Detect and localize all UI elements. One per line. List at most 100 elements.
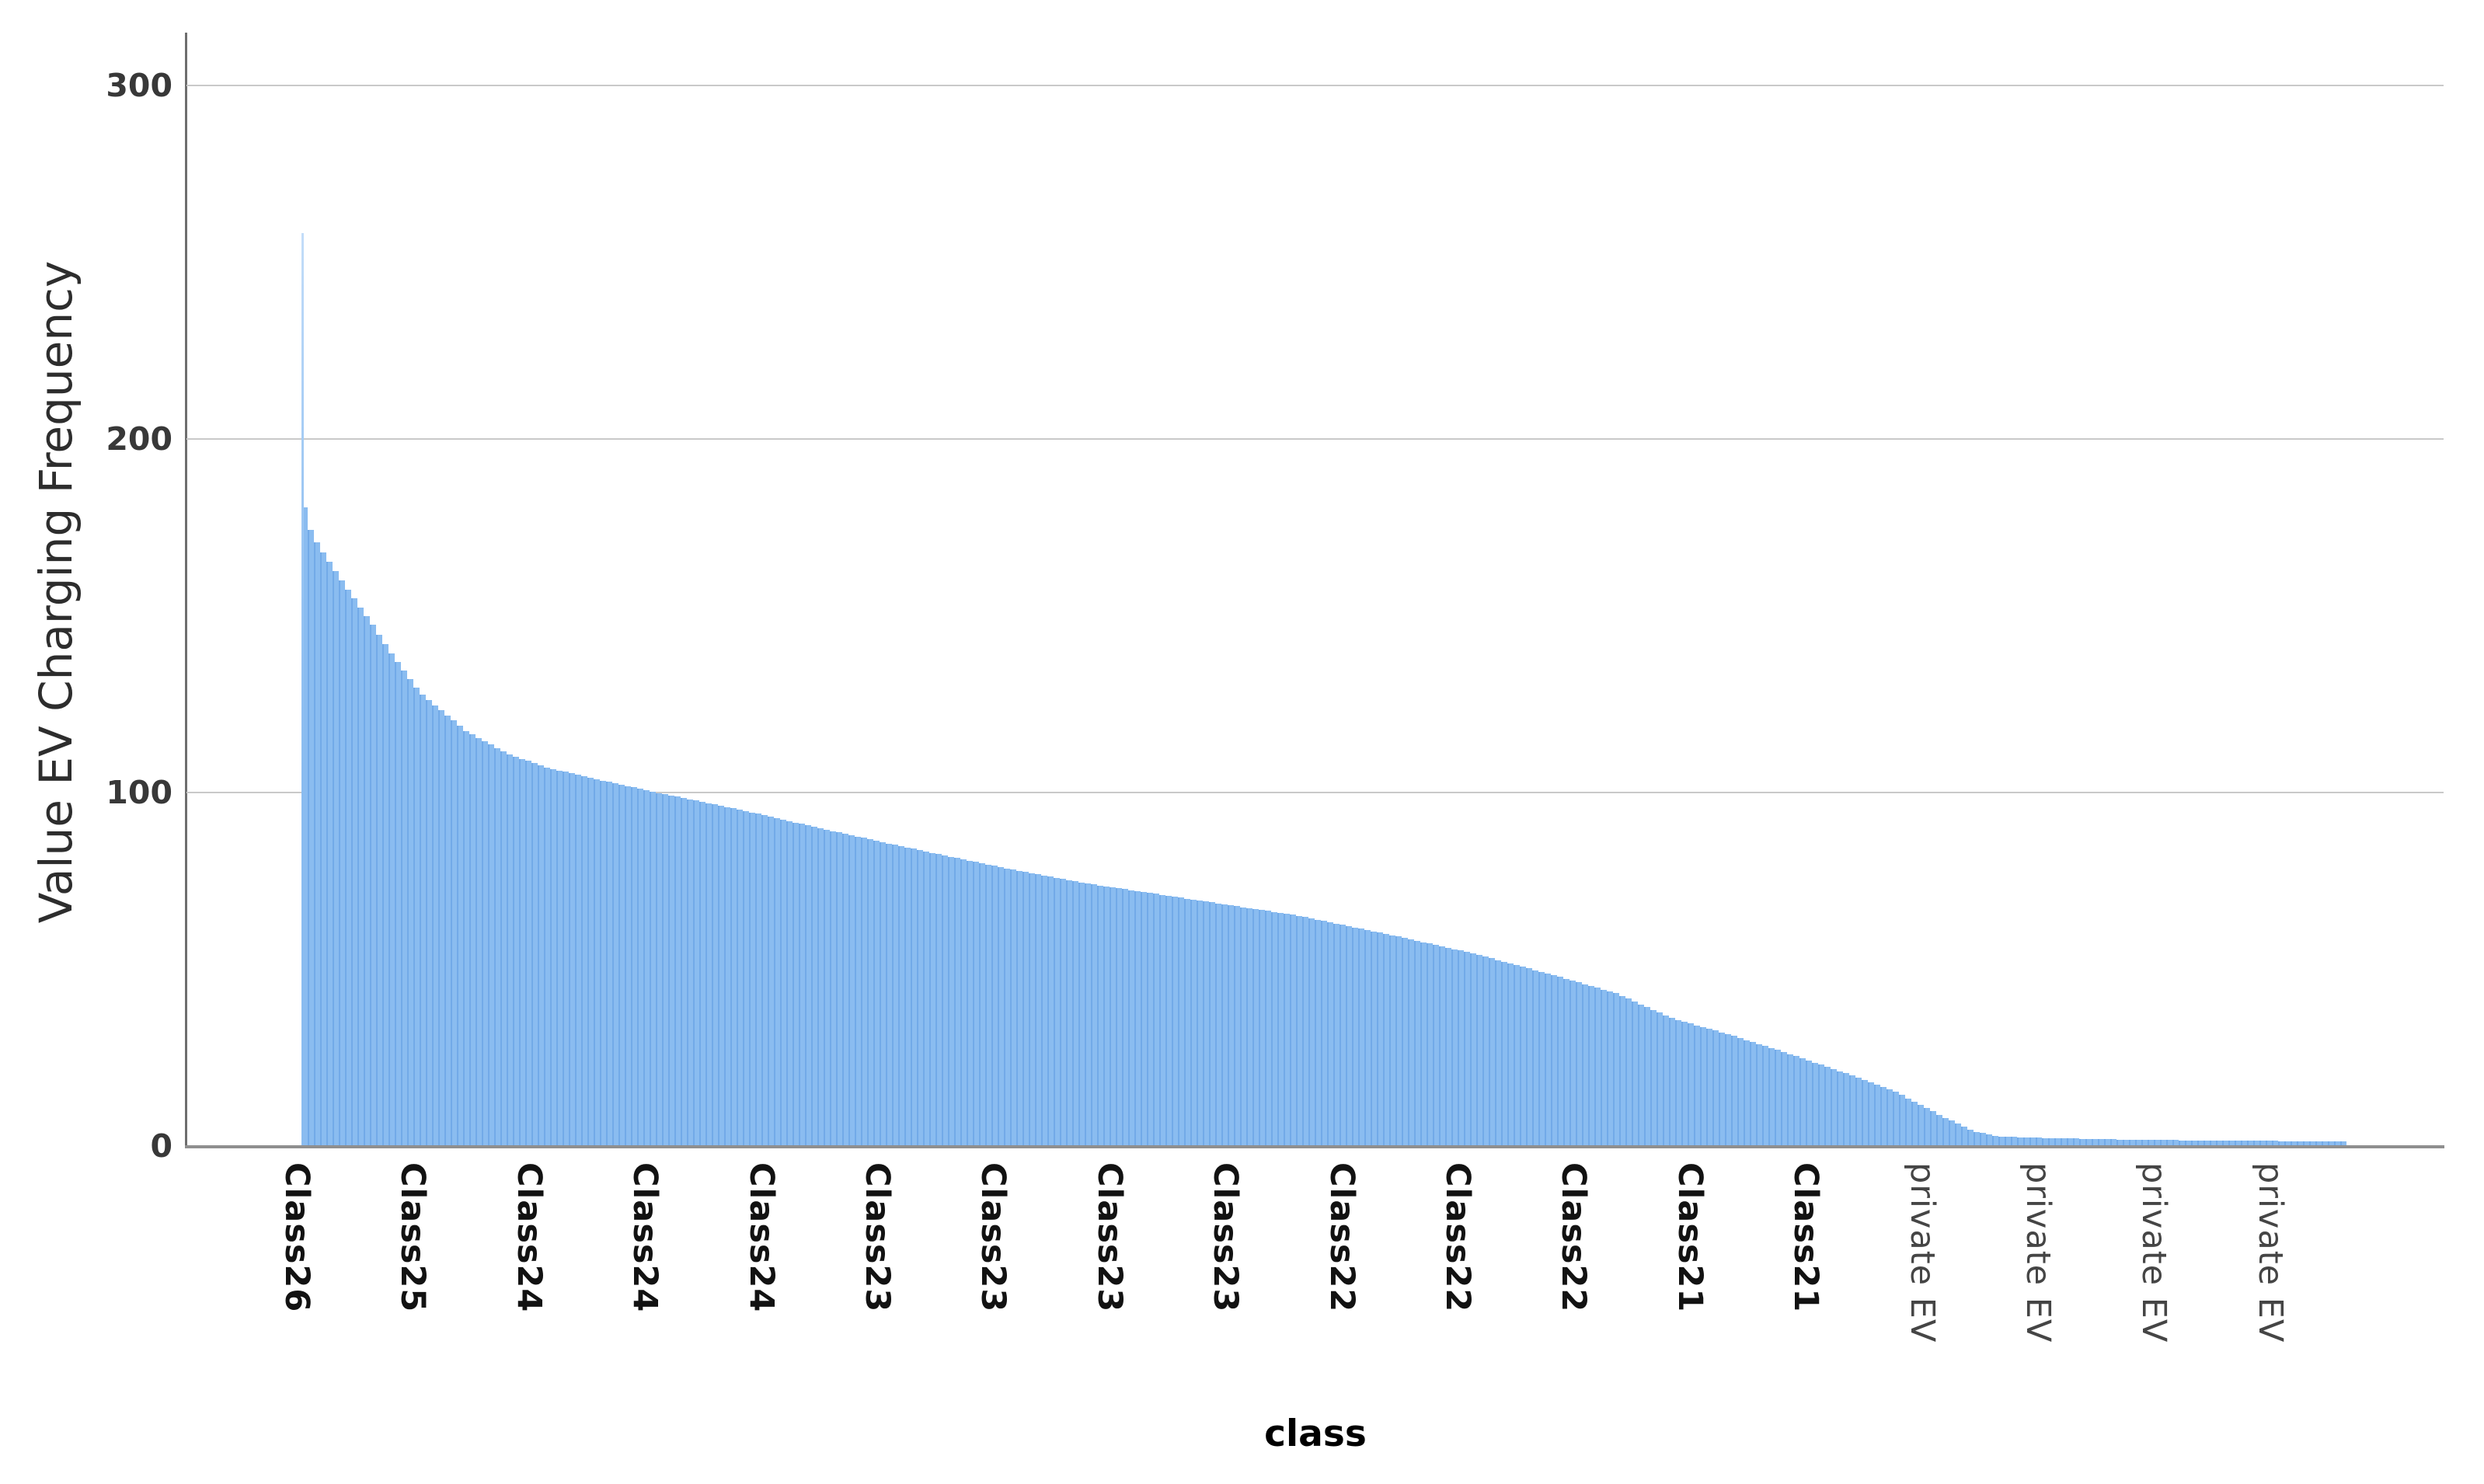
bar bbox=[1252, 909, 1259, 1145]
bar bbox=[1060, 879, 1066, 1145]
bar bbox=[1731, 1036, 1737, 1145]
bar bbox=[1116, 888, 1122, 1145]
bar bbox=[1582, 984, 1588, 1145]
bar bbox=[1911, 1102, 1918, 1145]
bar bbox=[793, 823, 799, 1145]
bar bbox=[1197, 901, 1203, 1145]
x-tick-label-10: Class22 bbox=[1322, 1162, 1361, 1313]
bar bbox=[1072, 881, 1078, 1145]
bar bbox=[1569, 981, 1576, 1145]
bar bbox=[1277, 913, 1284, 1145]
bar bbox=[1750, 1042, 1756, 1145]
bar bbox=[687, 799, 693, 1145]
bar bbox=[1184, 899, 1190, 1145]
bar bbox=[314, 542, 320, 1145]
bar bbox=[1930, 1111, 1936, 1145]
x-tick-label-3: Class24 bbox=[510, 1162, 549, 1313]
bar bbox=[2297, 1141, 2303, 1145]
bar bbox=[1961, 1127, 1967, 1145]
bar bbox=[855, 837, 861, 1145]
bar bbox=[1464, 952, 1470, 1145]
bar bbox=[1862, 1080, 1868, 1145]
bar bbox=[712, 804, 718, 1145]
bar bbox=[1178, 897, 1184, 1145]
bar bbox=[1110, 887, 1116, 1145]
bar bbox=[413, 688, 420, 1145]
bar bbox=[718, 806, 724, 1145]
bar bbox=[880, 842, 886, 1145]
bar bbox=[681, 798, 687, 1145]
bar bbox=[668, 796, 674, 1145]
bar bbox=[426, 700, 432, 1145]
bar bbox=[451, 720, 457, 1145]
bar bbox=[2054, 1138, 2061, 1145]
bar bbox=[1893, 1092, 1899, 1145]
bar bbox=[2210, 1141, 2216, 1145]
bar bbox=[2104, 1139, 2110, 1145]
bar bbox=[2179, 1141, 2185, 1145]
bar bbox=[1650, 1010, 1657, 1145]
bar bbox=[1812, 1063, 1818, 1145]
bar bbox=[1016, 871, 1023, 1145]
bar bbox=[1576, 982, 1582, 1145]
bar bbox=[2048, 1138, 2054, 1145]
bar bbox=[2204, 1141, 2210, 1145]
bar bbox=[2129, 1140, 2135, 1145]
bar bbox=[2042, 1138, 2048, 1145]
bar bbox=[1097, 886, 1103, 1145]
bar bbox=[1669, 1018, 1675, 1145]
bar bbox=[836, 832, 842, 1145]
bar bbox=[1433, 945, 1439, 1145]
bar bbox=[1153, 894, 1159, 1145]
bar bbox=[1768, 1048, 1775, 1145]
bar bbox=[631, 787, 637, 1145]
bar bbox=[2272, 1141, 2278, 1145]
bar bbox=[1246, 908, 1252, 1145]
bar bbox=[1588, 986, 1594, 1145]
bar bbox=[867, 839, 873, 1145]
bar bbox=[2328, 1141, 2334, 1145]
bar bbox=[513, 757, 519, 1145]
y-axis-line bbox=[185, 33, 187, 1148]
bar bbox=[407, 679, 413, 1145]
bar bbox=[2160, 1140, 2166, 1145]
bar bbox=[339, 580, 345, 1145]
bar bbox=[531, 763, 538, 1145]
bar bbox=[911, 848, 917, 1145]
bar bbox=[2029, 1137, 2036, 1145]
bar bbox=[1296, 916, 1302, 1145]
bar bbox=[1520, 967, 1526, 1145]
bar bbox=[1029, 873, 1035, 1145]
bar bbox=[538, 765, 544, 1145]
bar bbox=[1414, 941, 1420, 1145]
bar bbox=[1458, 950, 1464, 1145]
bar bbox=[2197, 1141, 2204, 1145]
bar bbox=[1228, 905, 1234, 1145]
bar bbox=[1085, 883, 1091, 1145]
x-tick-label-8: Class23 bbox=[1090, 1162, 1129, 1313]
bar bbox=[1557, 977, 1563, 1145]
bar bbox=[2291, 1141, 2297, 1145]
x-tick-label-16: private EV bbox=[2019, 1162, 2057, 1343]
bar bbox=[1321, 921, 1327, 1145]
bar bbox=[1899, 1095, 1905, 1145]
bar bbox=[1526, 968, 1532, 1145]
bar bbox=[749, 813, 755, 1145]
bar bbox=[737, 810, 743, 1145]
bar bbox=[1371, 932, 1377, 1145]
bar bbox=[476, 738, 482, 1145]
bar bbox=[1607, 991, 1613, 1145]
bar bbox=[1427, 943, 1433, 1145]
bar bbox=[2036, 1137, 2042, 1145]
bar bbox=[606, 782, 612, 1145]
bar bbox=[463, 731, 469, 1145]
bar bbox=[2222, 1141, 2228, 1145]
bar bbox=[1514, 965, 1520, 1145]
bar bbox=[1315, 920, 1321, 1145]
bar bbox=[1992, 1136, 1998, 1145]
bar bbox=[2067, 1138, 2073, 1145]
bar bbox=[1613, 993, 1619, 1145]
bar bbox=[1209, 902, 1215, 1145]
bar bbox=[357, 608, 364, 1145]
bar bbox=[301, 507, 308, 1145]
